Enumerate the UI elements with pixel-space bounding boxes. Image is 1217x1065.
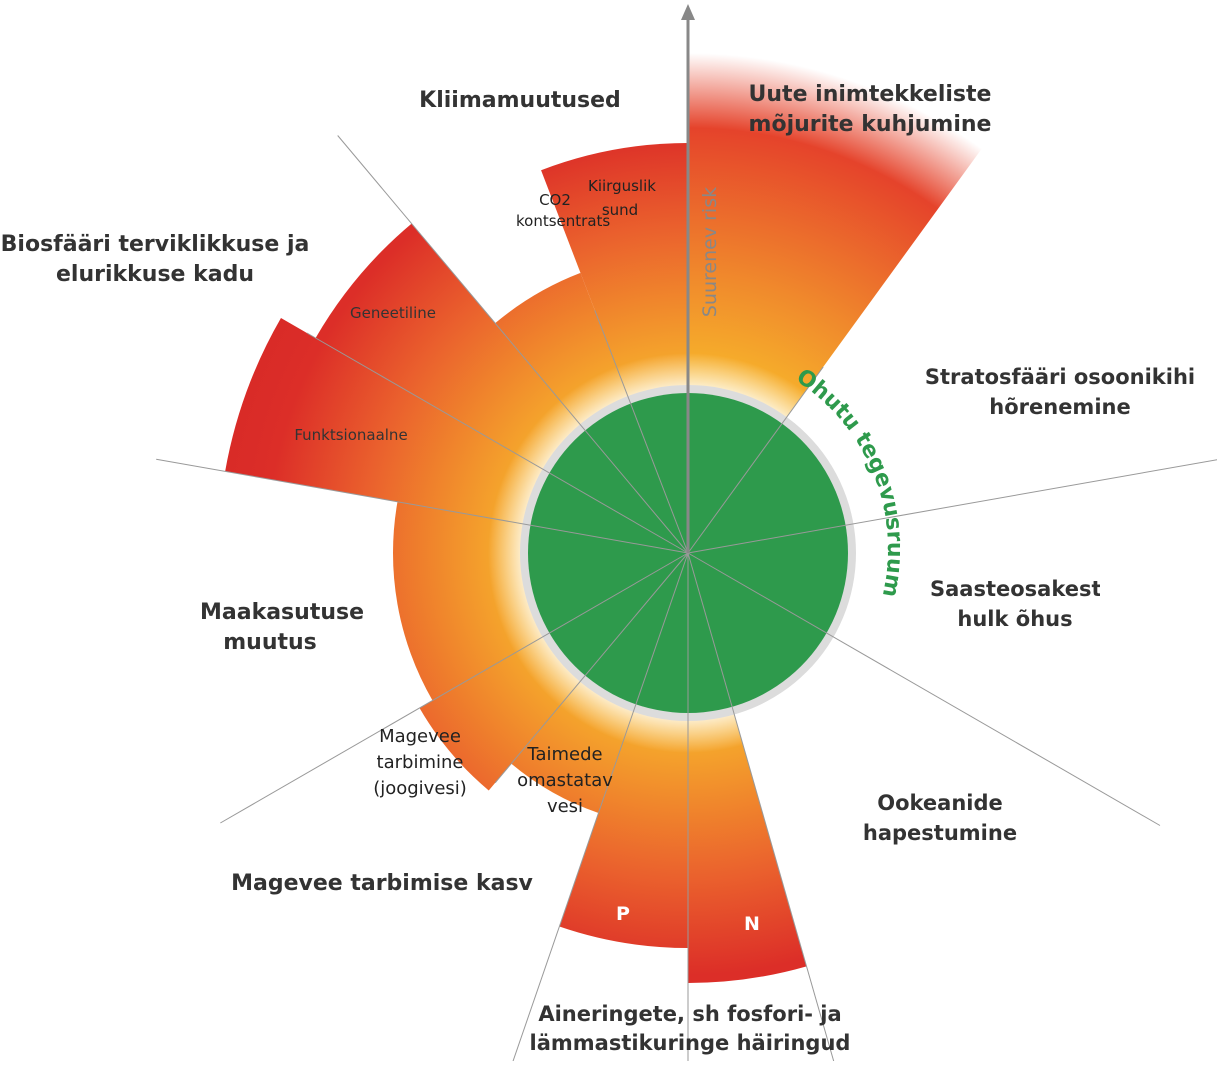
biogeochemical-title: Aineringete, sh fosfori- ja lämmastikuri… — [529, 1002, 851, 1055]
ozone: Stratosfääri osoonikihi hõrenemine — [924, 365, 1196, 419]
radiative: Kiirguslik sund — [588, 177, 656, 219]
aerosols: Saasteosakeste hulk õhus — [930, 577, 1100, 631]
arrow-label: Suurenev risk — [699, 187, 721, 317]
label-box: Taimede omastatav vesi — [517, 744, 613, 817]
label-box: Magevee tarbimine (joogivesi) — [373, 726, 467, 799]
divider — [220, 552, 689, 824]
ocean: Ookeanide hapestumine — [862, 791, 1018, 845]
divider — [306, 332, 689, 554]
climate-title: Kliimamuutused — [419, 88, 621, 113]
novel-entities: Uute inimtekkeliste mõjurite kuhjumine — [748, 82, 992, 137]
genetic: Geneetiline — [350, 304, 436, 322]
label-box: Saasteosakeste hulk õhus — [930, 577, 1100, 631]
divider — [156, 458, 689, 554]
label-box: Kiirguslik sund — [588, 177, 656, 219]
divider — [337, 135, 689, 554]
n-label: N — [744, 913, 760, 935]
divider-lines — [156, 135, 1217, 1065]
label-box: Aineringete, sh fosfori- ja lämmastikuri… — [529, 1002, 851, 1055]
functional: Funktsionaalne — [294, 426, 407, 444]
divider — [687, 552, 835, 1063]
divider — [594, 310, 689, 554]
divider — [511, 552, 689, 1064]
divider — [687, 552, 1161, 826]
freshwater-title: Magevee tarbimise kasv — [231, 871, 533, 896]
biosphere-title: Biosfääri terviklikkuse ja elurikkuse ka… — [0, 232, 310, 287]
label-box: Uute inimtekkeliste mõjurite kuhjumine — [748, 82, 992, 137]
label-box: Biosfääri terviklikkuse ja elurikkuse ka… — [0, 232, 310, 287]
label-box: Ookeanide hapestumine — [862, 791, 1018, 845]
divider — [687, 366, 824, 554]
p-label: P — [616, 903, 630, 925]
label-box: Stratosfääri osoonikihi hõrenemine — [924, 365, 1196, 419]
label-box: Maakasutuse muutus — [200, 600, 365, 655]
arrow-head — [681, 4, 695, 20]
divider — [494, 552, 689, 784]
land: Maakasutuse muutus — [200, 600, 365, 655]
divider — [687, 459, 1217, 554]
co2: CO2 kontsentratsioon — [516, 191, 610, 230]
label-box: CO2 kontsentratsioon — [516, 191, 610, 230]
blue-water: Magevee tarbimine (joogivesi) — [373, 726, 467, 799]
green-water: Taimede omastatav vesi — [517, 744, 613, 817]
